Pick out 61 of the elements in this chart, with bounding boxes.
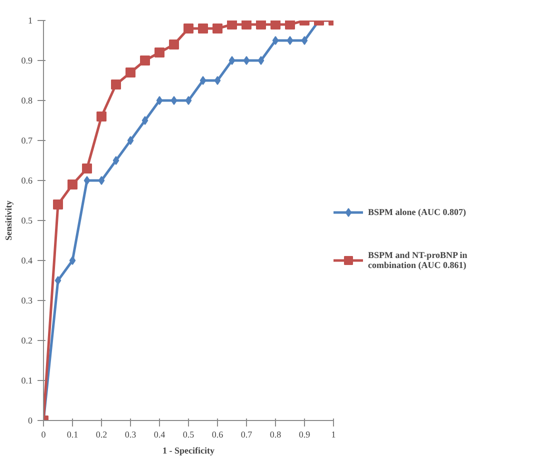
point (156, 96, 163, 105)
point (154, 48, 164, 58)
x-tick-label: 0.1 (66, 430, 78, 440)
y-tick-label: 0.5 (21, 216, 33, 226)
point (140, 56, 150, 66)
point (69, 256, 76, 265)
y-tick-label: 1 (28, 16, 32, 26)
legend-label: BSPM alone (AUC 0.807) (368, 207, 466, 217)
point (96, 112, 106, 122)
y-tick-label: 0.8 (21, 96, 33, 106)
x-tick-label: 0.4 (154, 430, 166, 440)
y-tick-label: 0.3 (21, 296, 33, 306)
point (53, 200, 63, 210)
x-axis-title: 1 - Specificity (162, 446, 215, 456)
point (243, 56, 250, 65)
x-tick-label: 0.9 (298, 430, 311, 440)
x-tick-label: 0.5 (182, 430, 195, 440)
point (285, 20, 295, 30)
point (112, 156, 120, 165)
x-tick-label: 0 (41, 430, 46, 440)
point (68, 180, 78, 190)
point (127, 136, 134, 145)
point (212, 24, 222, 34)
point (111, 80, 121, 90)
point (98, 176, 105, 185)
x-tick-label: 0.8 (270, 430, 282, 440)
point (142, 116, 148, 125)
y-axis-title: Sensitivity (3, 200, 14, 240)
point (214, 76, 221, 85)
x-tick-label: 0.3 (124, 430, 137, 440)
point (228, 56, 236, 65)
point (242, 20, 252, 30)
point (54, 276, 62, 285)
point (184, 24, 194, 34)
point (198, 24, 208, 34)
x-tick-label: 0.6 (212, 430, 224, 440)
point (170, 96, 178, 105)
point (200, 76, 206, 85)
y-tick-label: 0.9 (21, 56, 33, 66)
point (256, 20, 266, 30)
point (84, 176, 90, 185)
y-tick-label: 0.1 (21, 376, 32, 386)
point (82, 164, 92, 174)
x-tick-label: 1 (331, 430, 336, 440)
point (126, 68, 136, 78)
y-tick-label: 0.4 (21, 256, 33, 266)
y-tick-label: 0.7 (21, 136, 33, 146)
y-tick-label: 0.2 (21, 336, 32, 346)
y-tick-label: 0.6 (21, 176, 33, 186)
x-tick-label: 0.2 (96, 430, 108, 440)
point (185, 96, 192, 105)
point (286, 36, 294, 45)
point (272, 36, 279, 45)
point (258, 56, 264, 65)
point (301, 36, 308, 45)
y-tick-label: 0 (28, 416, 33, 426)
point (270, 20, 280, 30)
x-tick-label: 0.7 (240, 430, 253, 440)
point (227, 20, 237, 30)
point (169, 40, 179, 50)
legend-label: BSPM and NT-proBNP in combination (AUC 0.861) (368, 250, 468, 270)
